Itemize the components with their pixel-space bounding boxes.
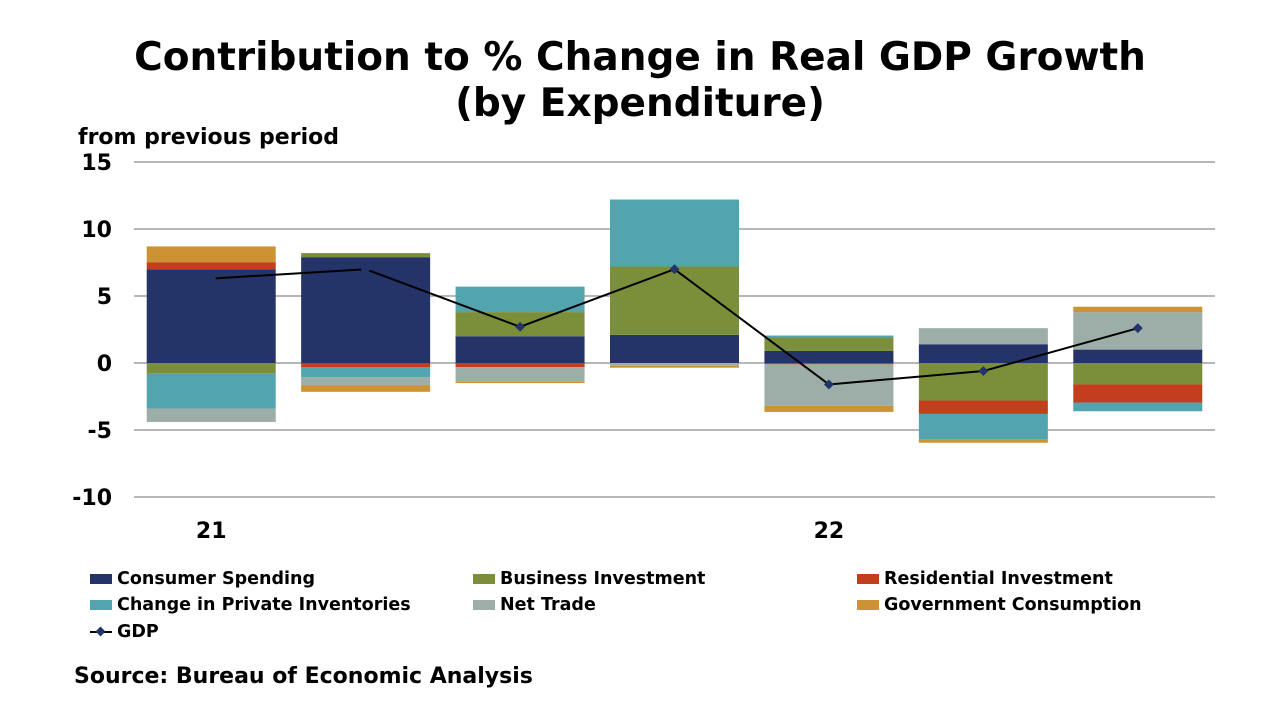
bar-segment-change-in-private-inventories — [1073, 402, 1203, 412]
legend-item-residential-investment: Residential Investment — [857, 568, 1113, 590]
legend-swatch — [90, 627, 112, 637]
bar-segment-government-consumption — [301, 385, 431, 392]
bar-segment-consumer-spending — [764, 350, 894, 363]
bar-segment-residential-investment — [918, 400, 1048, 414]
bar-segment-consumer-spending — [455, 336, 585, 363]
y-tick-label: 10 — [81, 218, 112, 243]
y-tick-label: 15 — [81, 151, 112, 176]
source-note: Source: Bureau of Economic Analysis — [74, 664, 533, 689]
legend-item-change-in-private-inventories: Change in Private Inventories — [90, 594, 411, 616]
bar-segment-change-in-private-inventories — [764, 335, 894, 338]
bar-segment-consumer-spending — [1073, 349, 1203, 363]
bar-segment-business-investment — [610, 266, 739, 335]
gdp-marker — [823, 379, 834, 390]
x-tick-label: 21 — [196, 519, 227, 544]
gdp-marker — [360, 264, 371, 275]
legend-label: Residential Investment — [884, 569, 1113, 589]
bar-segment-change-in-private-inventories — [610, 199, 739, 267]
gdp-marker — [1132, 323, 1143, 334]
legend-swatch — [473, 574, 495, 584]
legend-swatch — [90, 574, 112, 584]
legend-item-business-investment: Business Investment — [473, 568, 705, 590]
bar-segment-consumer-spending — [146, 269, 276, 363]
legend-label: Change in Private Inventories — [117, 595, 411, 615]
bar-segment-government-consumption — [764, 405, 894, 412]
legend-label: GDP — [117, 622, 159, 642]
gdp-marker — [515, 321, 526, 332]
chart-title-line1: Contribution to % Change in Real GDP Gro… — [134, 35, 1146, 80]
bar-segment-business-investment — [1073, 363, 1203, 385]
bar-segment-government-consumption — [455, 381, 585, 384]
bar-segment-government-consumption — [1073, 306, 1203, 313]
bar-segment-consumer-spending — [918, 344, 1048, 363]
legend-label: Net Trade — [500, 595, 596, 615]
bar-segment-net-trade — [455, 367, 585, 382]
bar-segment-business-investment — [764, 337, 894, 351]
bar-segment-net-trade — [610, 363, 739, 366]
legend-swatch — [857, 574, 879, 584]
bar-segment-government-consumption — [918, 439, 1048, 443]
bar-segment-net-trade — [146, 408, 276, 422]
bar-segment-residential-investment — [1073, 384, 1203, 403]
legend-item-net-trade: Net Trade — [473, 594, 596, 616]
legend-swatch — [90, 600, 112, 610]
legend-label: Business Investment — [500, 569, 706, 589]
legend-item-consumer-spending: Consumer Spending — [90, 568, 315, 590]
legend-label: Government Consumption — [884, 595, 1142, 615]
y-tick-label: -5 — [88, 419, 112, 444]
gdp-marker — [206, 273, 217, 284]
bar-segment-net-trade — [301, 377, 431, 386]
legend-item-government-consumption: Government Consumption — [857, 594, 1142, 616]
y-tick-label: 0 — [97, 352, 112, 377]
bar-segment-residential-investment — [146, 262, 276, 270]
gdp-marker — [978, 366, 989, 376]
bar-segment-residential-investment — [455, 363, 585, 368]
bar-segment-government-consumption — [146, 246, 276, 263]
bar-segment-change-in-private-inventories — [301, 367, 431, 378]
bar-segment-consumer-spending — [610, 334, 739, 363]
chart-title-line2: (by Expenditure) — [455, 81, 825, 126]
bar-segment-business-investment — [301, 253, 431, 258]
x-tick-label: 22 — [814, 519, 845, 544]
y-axis-label: from previous period — [78, 125, 339, 150]
y-tick-label: 5 — [97, 285, 112, 310]
gdp-marker — [669, 264, 680, 275]
bar-segment-net-trade — [918, 328, 1048, 345]
bar-segment-change-in-private-inventories — [146, 373, 276, 409]
legend-swatch — [857, 600, 879, 610]
bar-segment-consumer-spending — [301, 257, 431, 363]
bar-segment-government-consumption — [610, 365, 739, 368]
legend-label: Consumer Spending — [117, 569, 315, 589]
y-tick-label: -10 — [72, 486, 112, 511]
bar-segment-change-in-private-inventories — [455, 286, 585, 313]
legend-item-gdp: GDP — [90, 621, 159, 643]
legend-swatch — [473, 600, 495, 610]
bar-segment-residential-investment — [301, 363, 431, 368]
bar-segment-residential-investment — [764, 363, 894, 365]
bar-segment-business-investment — [146, 363, 276, 374]
bar-segment-change-in-private-inventories — [918, 413, 1048, 440]
